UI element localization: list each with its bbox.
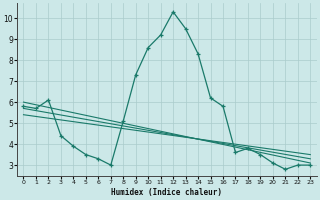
X-axis label: Humidex (Indice chaleur): Humidex (Indice chaleur) bbox=[111, 188, 222, 197]
